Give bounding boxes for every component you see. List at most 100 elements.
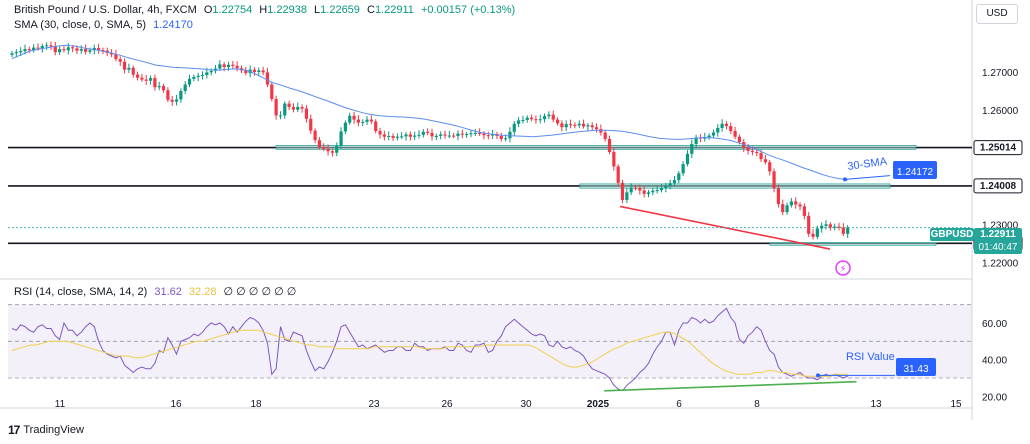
candle-body — [768, 162, 772, 172]
candle-body — [430, 132, 434, 137]
currency-button[interactable]: USD — [976, 4, 1018, 24]
candle-body — [833, 226, 837, 228]
countdown-label: 01:40:47 — [979, 242, 1018, 253]
candle-body — [226, 64, 231, 68]
candle-body — [642, 190, 646, 194]
open-label: O — [203, 4, 213, 16]
candle-body — [491, 134, 495, 136]
candle-body — [252, 69, 257, 72]
candle-body — [408, 134, 412, 137]
ticker-label: GBPUSD — [931, 229, 974, 240]
candle-body — [19, 51, 23, 53]
candle-body — [96, 47, 101, 50]
candle-body — [434, 135, 438, 137]
branding-text: TradingView — [23, 424, 84, 436]
candle-body — [122, 61, 127, 70]
candle-body — [348, 115, 352, 123]
symbol-header: British Pound / U.S. Dollar, 4h, FXCM O1… — [14, 4, 519, 16]
rsi-tick-label: 20.00 — [982, 392, 1007, 403]
rsi-tick-label: 60.00 — [982, 319, 1007, 330]
candle-body — [781, 204, 785, 213]
candle-body — [646, 192, 651, 194]
level-label-bg — [973, 140, 1023, 156]
candle-body — [313, 130, 317, 141]
candle-body — [49, 45, 53, 47]
candle-body — [244, 70, 248, 74]
candle-body — [274, 99, 278, 116]
sma-annotation-text: 30-SMA — [847, 155, 889, 173]
rsi-values-rest: ∅ ∅ ∅ ∅ ∅ ∅ — [223, 286, 297, 298]
candle-body — [135, 74, 140, 78]
candle-body — [620, 182, 625, 200]
candle-body — [330, 151, 335, 153]
sma-annotation-value: 1.24172 — [897, 167, 934, 178]
candle-body — [664, 185, 668, 189]
candle-body — [672, 180, 677, 184]
rsi-panel — [11, 307, 857, 392]
candle-body — [439, 134, 443, 136]
candle-body — [300, 107, 304, 109]
rsi-annotation-value: 31.43 — [903, 364, 928, 375]
candle-body — [395, 136, 399, 138]
candle-body — [659, 188, 664, 191]
candle-body — [733, 131, 737, 137]
candle-body — [153, 78, 157, 88]
candle-body — [352, 115, 356, 120]
high-label: H — [259, 4, 268, 16]
candle-body — [846, 227, 850, 234]
candle-body — [417, 134, 421, 136]
candle-body — [62, 49, 66, 51]
candle-body — [581, 123, 586, 127]
candle-body — [551, 114, 555, 120]
candle-body — [828, 224, 832, 228]
candle-body — [772, 171, 776, 189]
candle-body — [668, 183, 672, 186]
time-tick-label: 6 — [676, 399, 682, 410]
candle-body — [192, 76, 196, 79]
candle-body — [166, 90, 170, 100]
candle-body — [746, 147, 750, 151]
sma-annotation-line — [844, 175, 891, 180]
candle-body — [231, 64, 235, 66]
tradingview-icon: 17 — [8, 423, 20, 437]
candle-body — [655, 190, 659, 192]
candle-body — [326, 148, 330, 152]
price-tick-label: 1.27000 — [982, 68, 1019, 79]
candle-body — [750, 150, 755, 152]
candle-body — [452, 135, 456, 137]
high-value: 1.22938 — [267, 4, 307, 16]
time-tick-label: 8 — [754, 399, 760, 410]
rsi-label: RSI (14, close, SMA, 14, 2) — [14, 286, 148, 298]
candle-body — [339, 131, 343, 146]
candle-body — [694, 137, 698, 144]
candle-body — [387, 135, 391, 137]
candle-body — [36, 47, 40, 49]
candle-body — [32, 47, 36, 50]
price-tick-label: 1.22000 — [982, 258, 1019, 269]
candle-body — [690, 143, 694, 154]
candle-body — [737, 136, 742, 143]
candle-body — [807, 215, 811, 234]
candle-body — [378, 131, 382, 135]
candle-body — [270, 84, 274, 100]
candle-body — [356, 119, 360, 123]
candle-body — [555, 119, 560, 124]
open-value: 1.22754 — [212, 4, 253, 16]
candle-body — [335, 145, 339, 153]
annotations: 1.250141.240081.22501GBPUSD1.2291101:40:… — [816, 140, 1023, 378]
rsi-legend: RSI (14, close, SMA, 14, 2) 31.62 32.28 … — [14, 285, 300, 298]
candle-body — [296, 107, 300, 110]
candle-body — [10, 53, 14, 55]
candle-body — [469, 133, 473, 135]
candle-body — [456, 133, 460, 136]
candle-body — [629, 187, 633, 193]
candle-body — [586, 125, 590, 127]
candle-body — [365, 119, 369, 122]
candle-body — [257, 70, 261, 72]
candle-body — [261, 70, 265, 73]
level-label: 1.25014 — [980, 143, 1017, 154]
candle-body — [508, 131, 512, 139]
candle-body — [482, 133, 486, 136]
zone-box — [769, 242, 937, 246]
candle-body — [681, 164, 685, 174]
